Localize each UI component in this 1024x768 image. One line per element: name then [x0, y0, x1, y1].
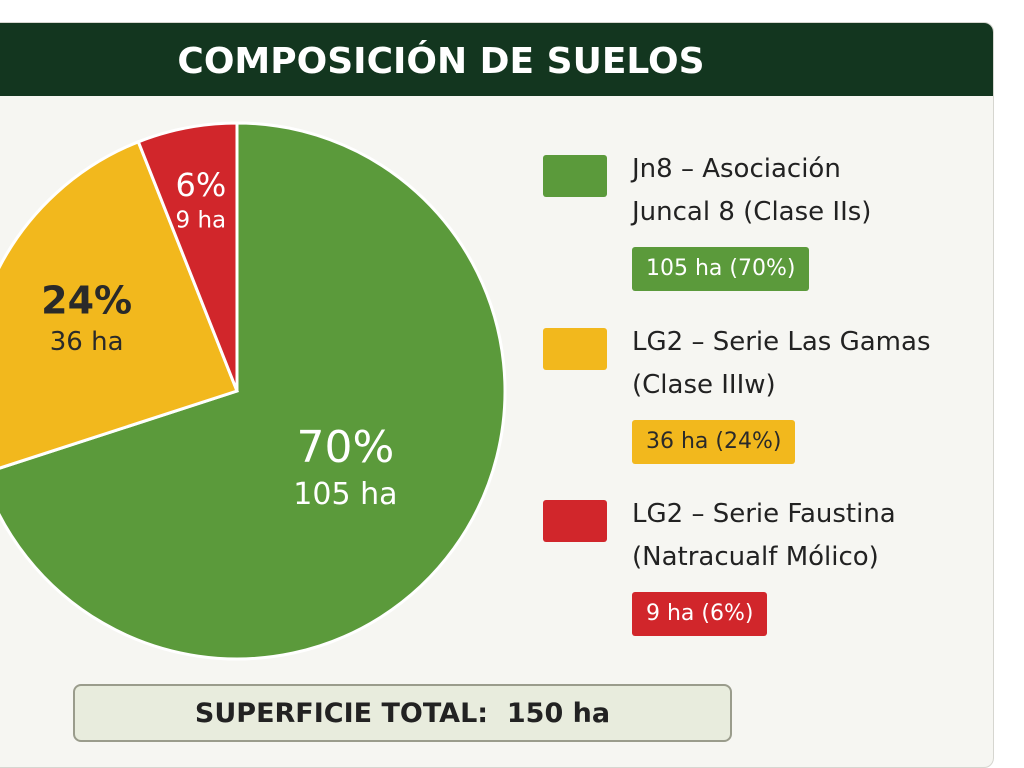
slice-percent-label: 24% [41, 279, 132, 323]
header: COMPOSICIÓN DE SUELOS [0, 23, 993, 96]
slice-area-label: 105 ha [293, 477, 397, 512]
legend-swatch [543, 155, 607, 197]
legend-badge: 105 ha (70%) [632, 247, 810, 291]
legend-label: LG2 – Serie Faustina (Natracualf Mólico) [632, 499, 896, 572]
slice-percent-label: 6% [175, 166, 226, 204]
legend-swatch [543, 500, 607, 542]
chart-title: COMPOSICIÓN DE SUELOS [177, 41, 705, 82]
pie-slice [136, 121, 239, 392]
pie-slice [0, 139, 239, 470]
legend-swatch [543, 328, 607, 370]
legend-badge: 9 ha (6%) [632, 592, 768, 636]
slice-percent-label: 70% [297, 422, 395, 473]
legend-badge: 36 ha (24%) [632, 420, 796, 464]
slice-area-label: 9 ha [176, 208, 227, 234]
slice-area-label: 36 ha [50, 327, 124, 357]
legend-label: Jn8 – Asociación Juncal 8 (Clase IIs) [632, 154, 872, 227]
pie-slice [0, 121, 507, 661]
legend-label: LG2 – Serie Las Gamas (Clase IIIw) [632, 327, 931, 400]
total-box: SUPERFICIE TOTAL: 150 ha [73, 684, 732, 742]
